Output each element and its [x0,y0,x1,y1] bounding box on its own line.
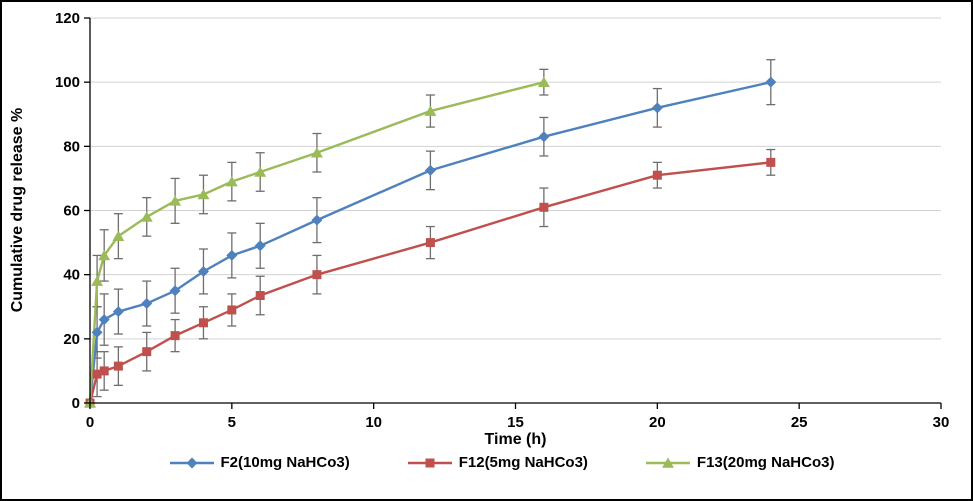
x-tick-label: 20 [649,414,666,431]
series-markers-2 [84,76,550,408]
x-tick-label: 15 [507,414,524,431]
legend-item-0: F2(10mg NaHCo3) [169,454,350,471]
y-tick-label: 40 [63,267,80,284]
legend-label: F12(5mg NaHCo3) [458,454,588,471]
legend-marker-diamond-icon [169,457,214,468]
y-tick-label: 120 [55,10,80,27]
legend: F2(10mg NaHCo3) F12(5mg NaHCo3) F13(20mg N… [62,454,942,471]
legend-label: F13(20mg NaHCo3) [696,454,835,471]
legend-item-2: F13(20mg NaHCo3) [645,454,835,471]
legend-label: F2(10mg NaHCo3) [220,454,350,471]
y-tick-label: 0 [72,395,80,412]
x-tick-label: 10 [365,414,382,431]
x-tick-label: 30 [933,414,950,431]
x-axis-title: Time (h) [484,431,547,448]
y-tick-label: 100 [55,74,80,91]
legend-marker-square-icon [407,458,452,467]
x-tick-label: 5 [228,414,236,431]
legend-marker-triangle-icon [645,457,690,468]
x-tick-label: 25 [791,414,808,431]
y-tick-label: 80 [63,138,80,155]
y-axis-title: Cumulative drug release % [9,107,26,313]
y-tick-label: 20 [63,331,80,348]
legend-item-1: F12(5mg NaHCo3) [407,454,588,471]
x-tick-label: 0 [86,414,94,431]
y-tick-label: 60 [63,203,80,220]
series-line-1 [88,161,771,404]
